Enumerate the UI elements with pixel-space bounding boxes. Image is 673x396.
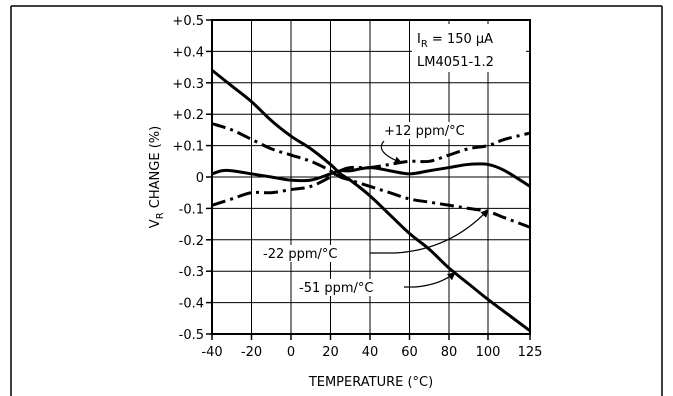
annotations: +12 ppm/°C -22 ppm/°C -51 ppm/°C bbox=[260, 122, 489, 296]
condition-part-number: LM4051-1.2 bbox=[417, 55, 494, 70]
y-axis-title: VR CHANGE (%) bbox=[148, 126, 166, 228]
x-tick-label: -40 bbox=[201, 345, 222, 360]
y-tick-label: +0.4 bbox=[172, 45, 204, 60]
conditions-box bbox=[412, 24, 526, 72]
annotation-arrow bbox=[404, 272, 456, 288]
y-tick-label: 0 bbox=[196, 171, 204, 186]
series-line-3 bbox=[211, 122, 531, 229]
x-axis-title: TEMPERATURE (°C) bbox=[308, 375, 433, 390]
annotation-bg bbox=[260, 245, 342, 262]
y-tick-label: +0.2 bbox=[172, 108, 204, 123]
series-line-4 bbox=[211, 131, 531, 207]
x-tick-label: -20 bbox=[241, 345, 262, 360]
annotation-bg bbox=[381, 122, 463, 139]
y-tick-labels: +0.5 +0.4 +0.3 +0.2 +0.1 0 -0.1 -0.2 -0.3 -0.4 -0.… bbox=[172, 14, 204, 343]
annotation-arrow bbox=[380, 140, 403, 165]
x-tick-label: 20 bbox=[322, 345, 339, 360]
x-tick-label: 40 bbox=[362, 345, 379, 360]
y-tick-label: +0.5 bbox=[172, 14, 204, 29]
annotation-arrow bbox=[370, 209, 489, 254]
x-tick-labels: -40 -20 0 20 40 60 80 100 125 bbox=[201, 345, 542, 360]
y-tick-label: -0.1 bbox=[179, 202, 204, 217]
x-tick-label: 100 bbox=[476, 345, 501, 360]
y-tick-label: -0.4 bbox=[179, 297, 204, 312]
annotation-bg bbox=[296, 279, 378, 296]
condition-current: IR = 150 μA bbox=[417, 32, 493, 50]
x-tick-label: 60 bbox=[401, 345, 418, 360]
y-tick-label: -0.3 bbox=[179, 265, 204, 280]
x-tick-label: 80 bbox=[441, 345, 458, 360]
x-tick-label: 125 bbox=[518, 345, 543, 360]
annotation-label: -22 ppm/°C bbox=[263, 247, 338, 262]
y-tick-label: -0.5 bbox=[179, 328, 204, 343]
annotation-label: +12 ppm/°C bbox=[384, 124, 465, 139]
annotation-label: -51 ppm/°C bbox=[299, 281, 374, 296]
figure-frame bbox=[10, 5, 663, 396]
series-layer bbox=[211, 69, 531, 333]
x-tick-label: 0 bbox=[287, 345, 295, 360]
y-tick-label: -0.2 bbox=[179, 234, 204, 249]
y-tick-label: +0.3 bbox=[172, 77, 204, 92]
plot-border bbox=[211, 19, 531, 335]
series-line-1 bbox=[211, 69, 531, 333]
y-tick-label: +0.1 bbox=[172, 140, 204, 155]
series-line-2 bbox=[211, 162, 531, 188]
